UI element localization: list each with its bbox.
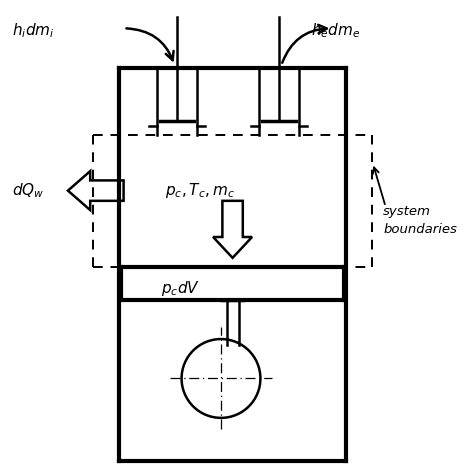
- Text: $dQ_w$: $dQ_w$: [12, 181, 45, 200]
- Text: $p_c dV$: $p_c dV$: [161, 279, 200, 298]
- Text: $h_i dm_i$: $h_i dm_i$: [12, 21, 55, 40]
- Polygon shape: [68, 171, 124, 210]
- Text: system
boundaries: system boundaries: [383, 205, 457, 236]
- Polygon shape: [213, 201, 252, 258]
- Text: $p_c, T_c, m_c$: $p_c, T_c, m_c$: [165, 181, 235, 200]
- Text: $h_e dm_e$: $h_e dm_e$: [311, 21, 361, 40]
